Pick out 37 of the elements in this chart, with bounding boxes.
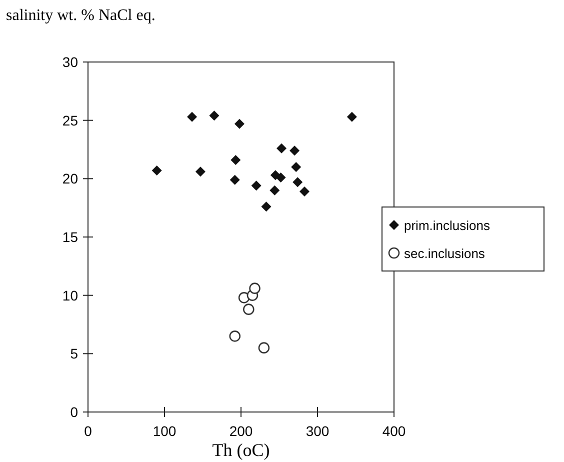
- x-tick-label: 100: [152, 423, 176, 439]
- point: [234, 118, 244, 129]
- point: [261, 202, 272, 212]
- point: [229, 330, 241, 342]
- point: [258, 342, 270, 354]
- point: [195, 166, 206, 177]
- x-tick-label: 200: [229, 423, 253, 439]
- point: [276, 143, 287, 154]
- point: [276, 172, 286, 182]
- y-axis-title: salinity wt. % NaCl eq.: [6, 7, 156, 24]
- x-tick-label: 400: [382, 423, 406, 439]
- point: [230, 155, 241, 165]
- point: [290, 146, 300, 156]
- x-axis-title: Th (oC): [212, 440, 270, 460]
- point: [243, 304, 254, 315]
- y-tick-label: 5: [70, 346, 78, 362]
- y-tick-label: 10: [62, 287, 78, 304]
- x-tick-label: 300: [306, 423, 330, 439]
- legend-label: sec.inclusions: [404, 246, 486, 261]
- point: [187, 112, 198, 122]
- y-tick-label: 15: [62, 229, 78, 245]
- point: [292, 177, 303, 188]
- point: [209, 110, 220, 121]
- point: [299, 186, 310, 196]
- point: [346, 112, 357, 122]
- y-tick-label: 20: [62, 170, 78, 187]
- legend-label: prim.inclusions: [404, 218, 490, 233]
- point: [251, 180, 262, 191]
- point: [291, 162, 302, 172]
- point: [270, 185, 280, 196]
- x-tick-label: 0: [84, 423, 92, 439]
- y-tick-label: 30: [62, 54, 78, 70]
- y-tick-label: 0: [70, 404, 78, 420]
- point: [152, 166, 162, 176]
- point: [249, 282, 260, 294]
- y-tick-label: 25: [62, 112, 78, 128]
- point: [230, 174, 240, 185]
